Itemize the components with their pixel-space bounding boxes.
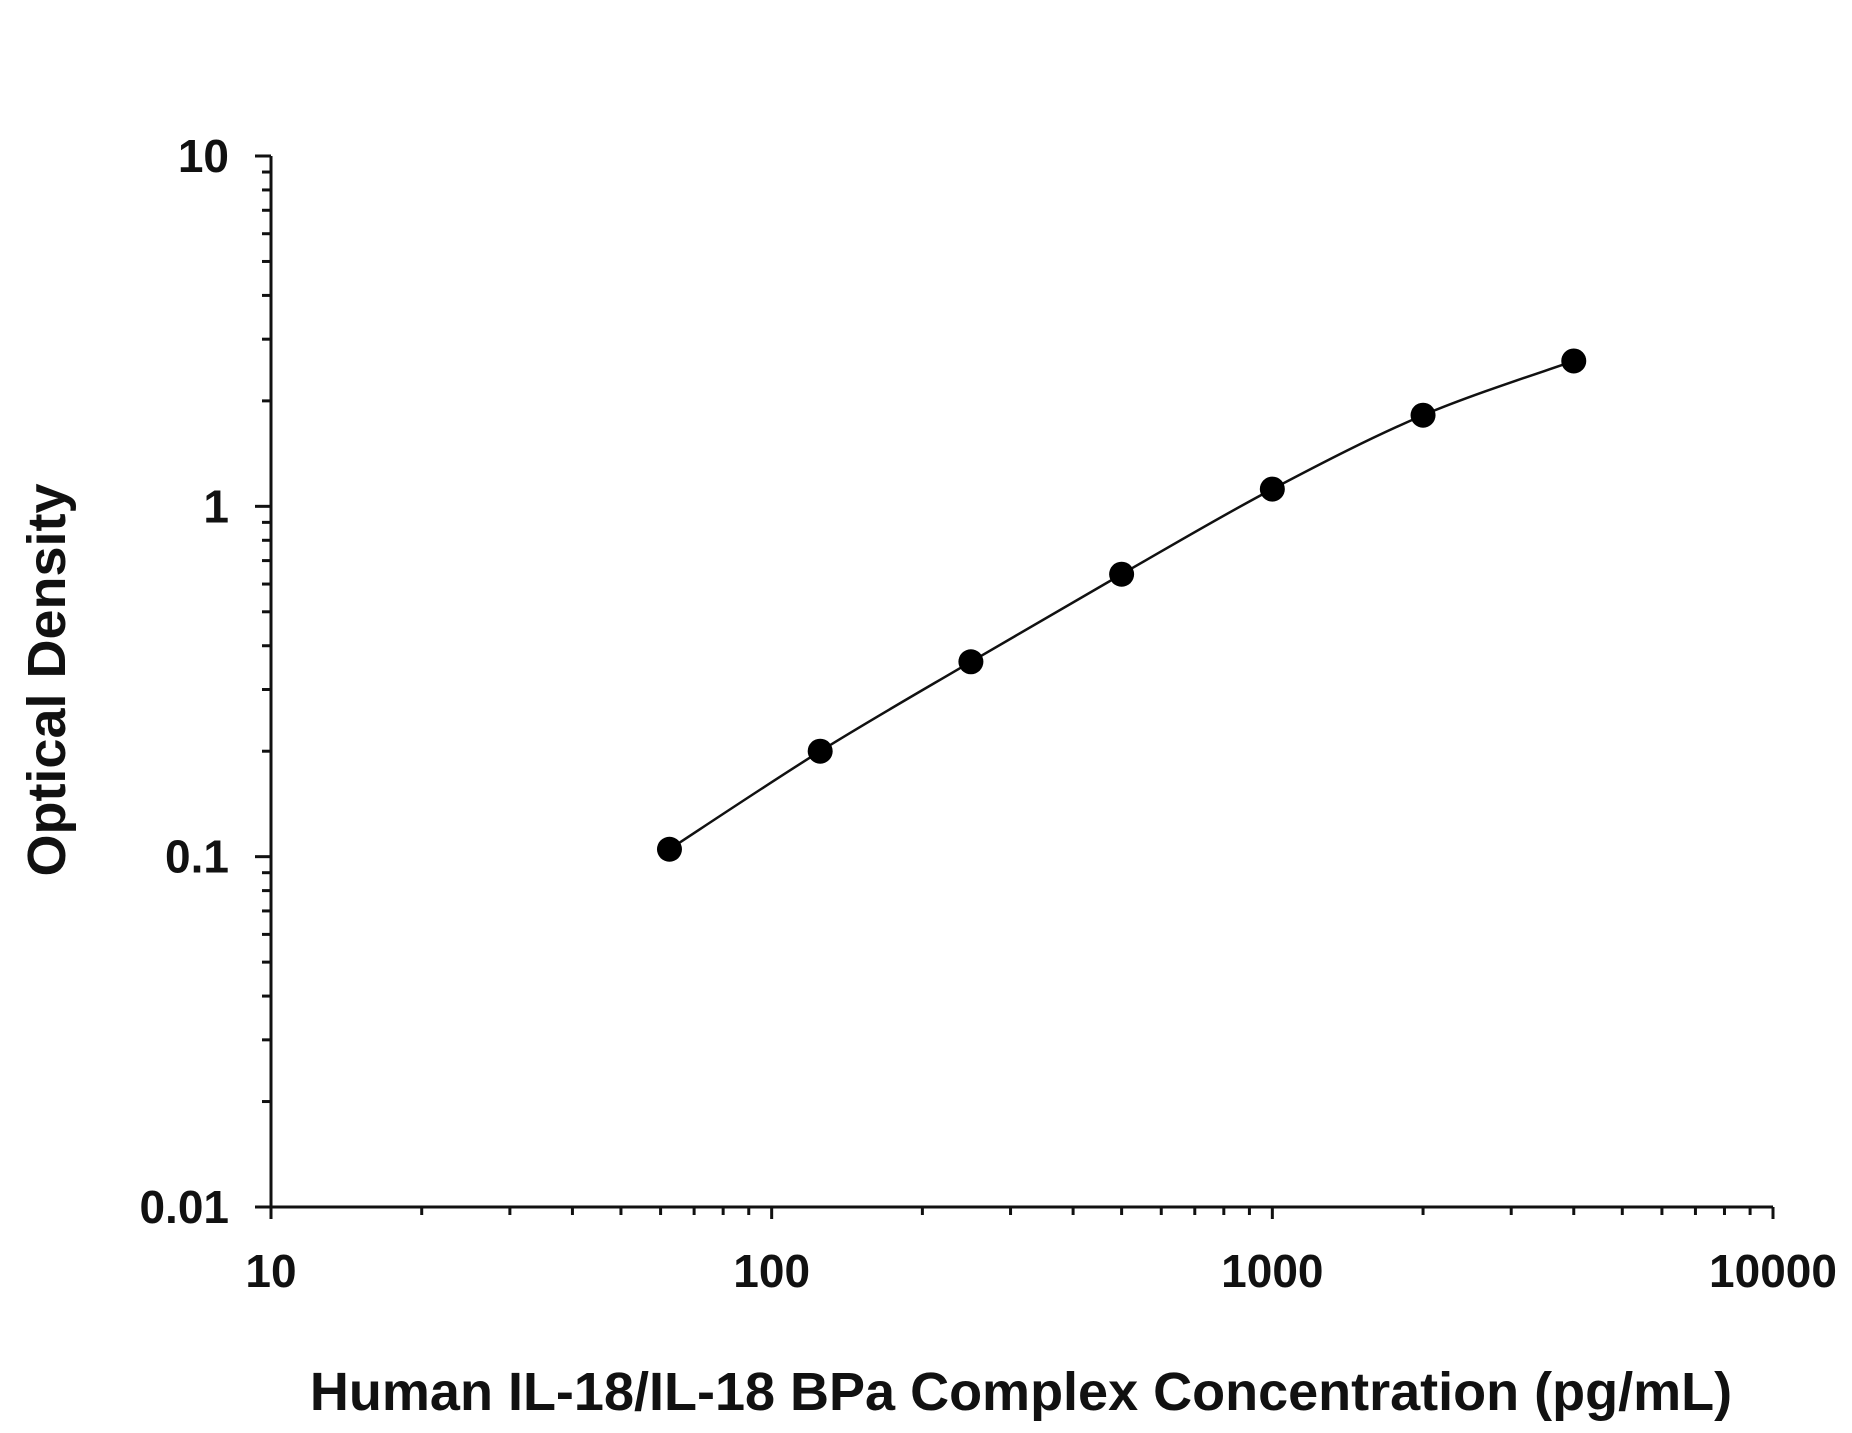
axes: [255, 154, 1775, 1219]
data-point: [807, 738, 833, 764]
y-tick-label: 1: [203, 480, 229, 532]
x-tick-label: 10000: [1709, 1245, 1837, 1297]
data-point: [958, 649, 984, 675]
data-point: [1410, 402, 1436, 428]
data-point: [1561, 348, 1587, 374]
x-tick-label: 100: [733, 1245, 810, 1297]
fit-curve: [668, 359, 1575, 851]
data-point: [1259, 476, 1285, 502]
y-tick-label: 10: [178, 130, 229, 182]
x-tick-label: 1000: [1221, 1245, 1323, 1297]
y-tick-label: 0.1: [165, 831, 229, 883]
x-axis-title: Human IL-18/IL-18 BPa Complex Concentrat…: [310, 1362, 1732, 1422]
data-point: [1109, 561, 1135, 587]
data-points: [656, 348, 1587, 862]
data-point: [656, 836, 682, 862]
x-tick-label: 10: [245, 1245, 296, 1297]
y-tick-label: 0.01: [139, 1181, 229, 1233]
tick-labels: 10 100 1000 10000 0.01 0.1 1 10: [139, 130, 1836, 1297]
y-axis-title: Optical Density: [17, 483, 77, 876]
